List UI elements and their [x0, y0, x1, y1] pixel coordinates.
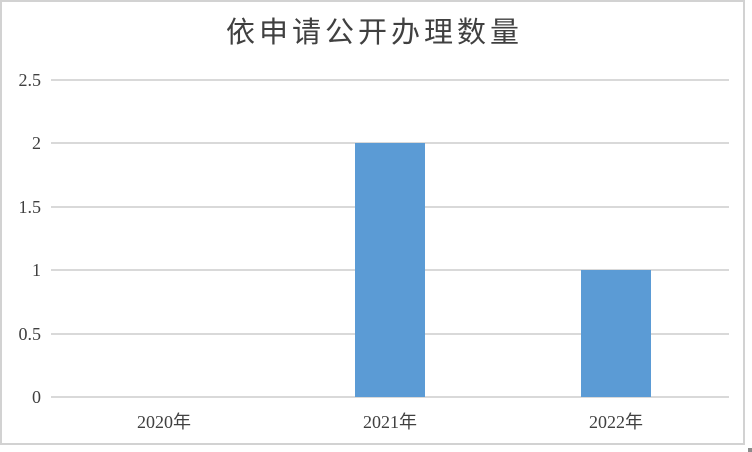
gridline [51, 79, 729, 81]
table-cell-corner-mark [748, 448, 752, 452]
x-axis-tick-label: 2021年 [363, 412, 417, 432]
bar-2021年 [355, 143, 425, 397]
y-axis-tick-label: 2 [32, 133, 41, 154]
gridline [51, 396, 729, 398]
x-axis-tick-label: 2022年 [589, 412, 643, 432]
x-axis-tick-label: 2020年 [137, 412, 191, 432]
y-axis-tick-label: 2.5 [18, 70, 42, 90]
bar-2022年 [581, 270, 651, 397]
chart-title: 依申请公开办理数量 [225, 17, 523, 49]
y-axis-tick-label: 0 [32, 387, 41, 407]
y-axis-tick-label: 1 [32, 260, 41, 281]
y-axis-tick-label: 0.5 [18, 323, 42, 344]
y-axis-tick-label: 1.5 [18, 196, 42, 217]
